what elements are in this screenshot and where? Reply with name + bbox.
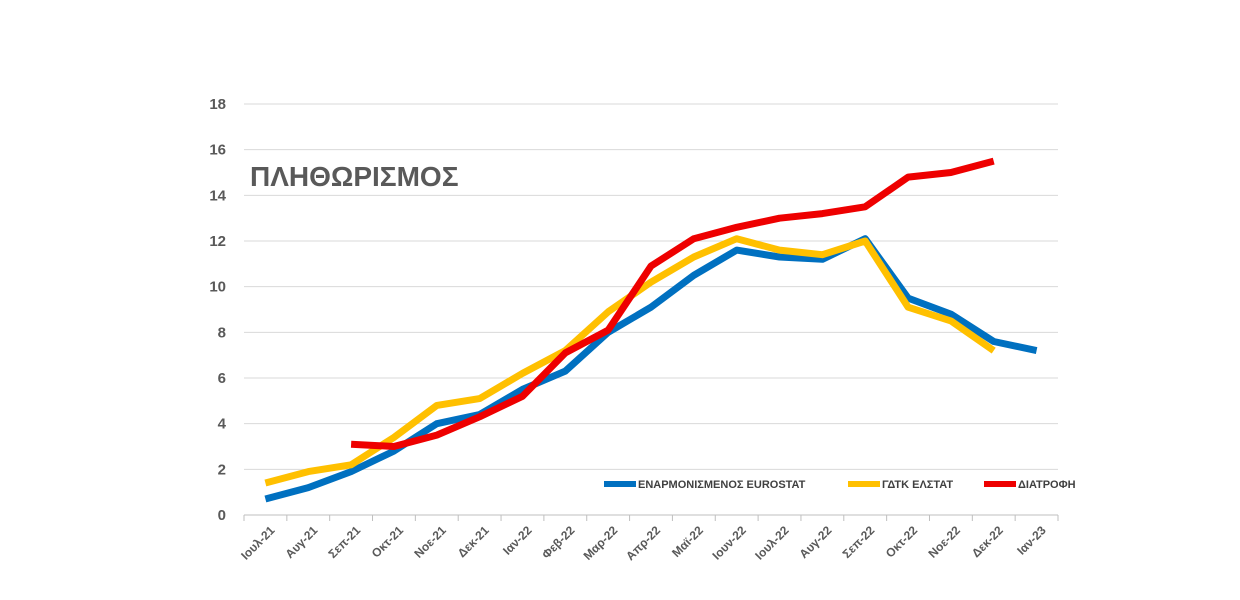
y-tick-label: 18 xyxy=(209,96,226,113)
series-line-2 xyxy=(350,157,995,450)
x-tick-label: Ιουλ-21 xyxy=(238,523,278,563)
x-tick-label: Μαρ-22 xyxy=(581,523,621,563)
x-tick-label: Νοε-21 xyxy=(411,523,449,561)
gridlines xyxy=(244,103,1058,470)
y-tick-label: 10 xyxy=(209,279,226,296)
x-tick-label: Σεπ-21 xyxy=(325,523,363,561)
legend-label-0: ΕΝΑΡΜΟΝΙΣΜΕΝΟΣ EUROSTAT xyxy=(638,479,806,491)
x-tick-label: Οκτ-22 xyxy=(883,523,921,561)
chart-title: ΠΛΗΘΩΡΙΣΜΟΣ xyxy=(250,161,459,192)
x-tick-label: Ιαν-23 xyxy=(1014,523,1049,558)
y-tick-label: 14 xyxy=(209,187,226,204)
x-tick-label: Σεπ-22 xyxy=(840,523,878,561)
y-tick-label: 0 xyxy=(218,507,226,524)
x-tick-label: Οκτ-21 xyxy=(369,523,407,561)
y-tick-label: 8 xyxy=(218,324,226,341)
x-tick-label: Νοε-22 xyxy=(926,523,964,561)
legend: ΕΝΑΡΜΟΝΙΣΜΕΝΟΣ EUROSTAT ΓΔΤΚ ΕΛΣΤΑΤ ΔΙΑΤΡΟ… xyxy=(604,479,1076,491)
series-line-0 xyxy=(264,235,1038,503)
x-tick-label: Δεκ-21 xyxy=(455,523,492,560)
x-tick-label: Φεβ-22 xyxy=(539,523,578,562)
x-tick-label: Μαϊ-22 xyxy=(669,523,706,560)
y-tick-label: 12 xyxy=(209,233,226,250)
x-tick-label: Απρ-22 xyxy=(623,523,663,563)
y-tick-label: 6 xyxy=(218,370,226,387)
y-tick-label: 2 xyxy=(218,461,226,478)
x-tick-label: Ιουν-22 xyxy=(709,523,749,563)
legend-label-2: ΔΙΑΤΡΟΦΗ xyxy=(1018,479,1076,491)
series-lines xyxy=(264,157,1038,503)
x-tick-label: Αυγ-21 xyxy=(282,523,320,561)
x-tick-label: Δεκ-22 xyxy=(969,523,1006,560)
x-tick-label: Ιουλ-22 xyxy=(752,523,792,563)
y-axis-ticks: 0 2 4 6 8 10 12 14 16 18 xyxy=(209,96,226,524)
x-tick-label: Αυγ-22 xyxy=(797,523,835,561)
legend-label-1: ΓΔΤΚ ΕΛΣΤΑΤ xyxy=(882,479,953,491)
x-tick-label: Ιαν-22 xyxy=(500,523,535,558)
y-tick-label: 4 xyxy=(218,416,227,433)
x-axis: Ιουλ-21 Αυγ-21 Σεπ-21 Οκτ-21 Νοε-21 Δεκ-21 Ιαν… xyxy=(238,514,1059,563)
y-tick-label: 16 xyxy=(209,142,226,159)
